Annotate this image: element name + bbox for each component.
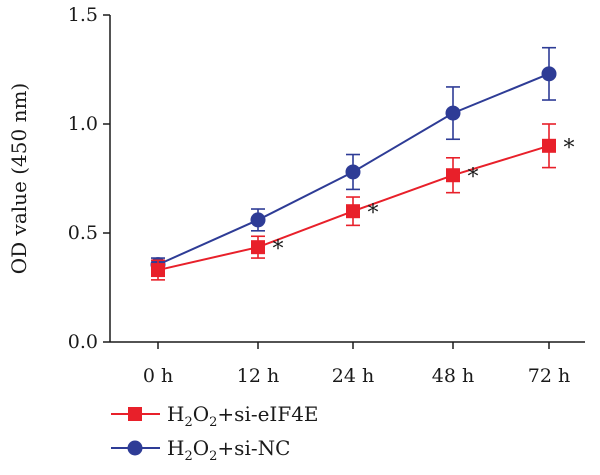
legend-label: H2O2+si-eIF4E	[167, 402, 319, 430]
legend-label: H2O2+si-NC	[167, 436, 290, 464]
data-point-circle	[250, 212, 266, 228]
significance-marker: *	[468, 165, 479, 190]
significance-marker: *	[564, 136, 575, 161]
y-tick-label: 1.0	[68, 113, 98, 135]
legend-text-part: +si-eIF4E	[217, 402, 318, 426]
data-point-circle	[345, 164, 361, 180]
x-tick-label: 48 h	[432, 365, 474, 387]
x-tick-label: 0 h	[143, 365, 173, 387]
legend-subscript: 2	[184, 415, 192, 430]
series-0: * * * *	[151, 123, 575, 281]
y-tick-label: 0.5	[68, 222, 98, 244]
data-point-circle	[541, 66, 557, 82]
x-tick-label: 72 h	[528, 365, 570, 387]
legend-text-part: O	[193, 402, 209, 426]
significance-marker: *	[273, 237, 284, 262]
legend-text-part: +si-NC	[217, 436, 290, 460]
legend-subscript: 2	[184, 449, 192, 464]
y-axis-title: OD value (450 nm)	[7, 83, 31, 274]
significance-marker: *	[368, 201, 379, 226]
data-point-square	[151, 263, 165, 278]
legend-text-part: H	[167, 402, 184, 426]
legend-item-0: H2O2+si-eIF4E	[111, 402, 319, 430]
legend-text-part: H	[167, 436, 184, 460]
series-1	[150, 46, 557, 273]
x-tick-label: 12 h	[237, 365, 279, 387]
legend-marker-square	[128, 407, 142, 421]
legend-item-1: H2O2+si-NC	[111, 436, 290, 464]
axes: 0.0 0.5 1.0 1.5 0 h 12 h 24 h 48 h 72 h OD value …	[7, 4, 585, 387]
legend-marker-circle	[127, 440, 143, 456]
legend-subscript: 2	[209, 449, 217, 464]
series-layer: * * * *	[150, 46, 575, 281]
y-tick-label: 0.0	[68, 331, 98, 353]
y-tick-label: 1.5	[68, 4, 98, 26]
legend-subscript: 2	[209, 415, 217, 430]
data-point-square	[542, 138, 556, 153]
data-point-square	[346, 204, 360, 219]
data-point-circle	[445, 105, 461, 121]
data-point-square	[446, 168, 460, 183]
legend-text-part: O	[193, 436, 209, 460]
data-point-square	[251, 240, 265, 255]
x-tick-label: 24 h	[332, 365, 374, 387]
